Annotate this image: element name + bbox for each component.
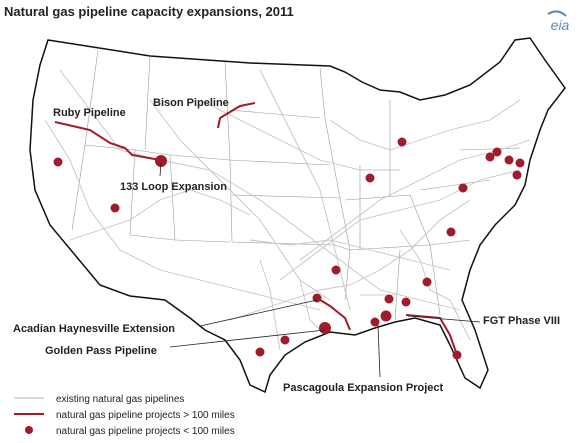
legend-label: natural gas pipeline projects < 100 mile… bbox=[56, 426, 235, 437]
legend-swatch bbox=[25, 426, 33, 434]
map-label: 133 Loop Expansion bbox=[120, 181, 227, 193]
legend: existing natural gas pipelines natural g… bbox=[14, 394, 235, 437]
map-label: Acadian Haynesville Extension bbox=[13, 323, 175, 335]
us-outline bbox=[29, 37, 566, 394]
legend-label: natural gas pipeline projects > 100 mile… bbox=[56, 410, 235, 421]
logo: eia bbox=[551, 17, 570, 33]
map-label: Ruby Pipeline bbox=[53, 107, 126, 119]
state-lines bbox=[71, 49, 521, 321]
title: Natural gas pipeline capacity expansions… bbox=[4, 4, 294, 19]
legend-label: existing natural gas pipelines bbox=[56, 394, 184, 405]
map-label: Golden Pass Pipeline bbox=[45, 345, 157, 357]
new-pipelines bbox=[54, 102, 458, 356]
project-dots bbox=[53, 137, 525, 360]
map-label: Bison Pipeline bbox=[153, 97, 229, 109]
map-label: FGT Phase VIII bbox=[483, 315, 560, 327]
leader-lines bbox=[159, 162, 481, 378]
logo-arc bbox=[547, 10, 567, 17]
map-label: Pascagoula Expansion Project bbox=[283, 382, 444, 394]
